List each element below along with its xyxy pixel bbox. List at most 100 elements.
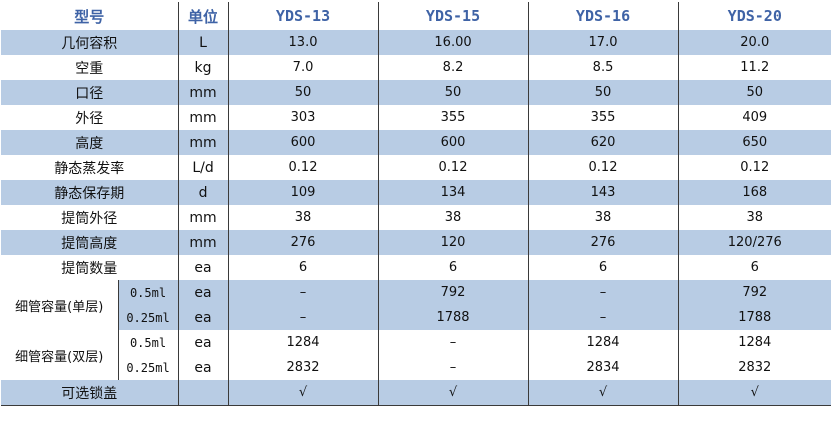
cell-value: – [228,305,379,330]
row-unit: mm [178,230,229,255]
cell-value: 355 [528,105,679,130]
row-label: 静态蒸发率 [1,155,179,180]
model-yds-16: YDS-16 [528,2,679,30]
row-unit: kg [178,55,229,80]
cell-value: 168 [678,180,832,205]
cell-value: 276 [528,230,679,255]
cell-value: 38 [528,205,679,230]
cell-value: 792 [678,280,832,305]
cell-value: 120 [378,230,529,255]
cell-value: 13.0 [228,30,379,55]
straw-size: 0.5ml [118,330,179,355]
cell-value: 50 [228,80,379,105]
cell-value: 143 [528,180,679,205]
model-yds-20: YDS-20 [678,2,832,30]
table-row: 细管容量(双层) 0.5ml ea 1284 – 1284 1284 [1,330,832,380]
cell-value: 6 [378,255,529,280]
single-layer-label: 细管容量(单层) [1,280,119,330]
row-unit: ea [178,280,229,305]
row-label: 高度 [1,130,179,155]
row-unit: d [178,180,229,205]
cell-value: 50 [678,80,832,105]
row-unit: mm [178,205,229,230]
cell-value: 17.0 [528,30,679,55]
table-row: 空重 kg 7.0 8.2 8.5 11.2 [1,55,832,80]
row-unit: L [178,30,229,55]
table-row: 提筒数量 ea 6 6 6 6 [1,255,832,280]
cell-value: 650 [678,130,832,155]
table-row: 外径 mm 303 355 355 409 [1,105,832,130]
cell-value: 38 [228,205,379,230]
table-row: 提筒高度 mm 276 120 276 120/276 [1,230,832,255]
cell-value: 792 [378,280,529,305]
cell-value: 7.0 [228,55,379,80]
cell-value: 8.5 [528,55,679,80]
table-row: 可选锁盖 √ √ √ √ [1,380,832,406]
row-label: 空重 [1,55,179,80]
model-header: 型号 [1,2,179,30]
check-mark: √ [528,380,679,406]
table-row: 口径 mm 50 50 50 50 [1,80,832,105]
table-row: 细管容量(单层) 0.5ml ea – 792 – 792 [1,280,832,330]
cell-value: – [378,330,529,355]
cell-value: 109 [228,180,379,205]
straw-size: 0.25ml [118,305,179,330]
double-layer-label: 细管容量(双层) [1,330,119,380]
table-row: 提筒外径 mm 38 38 38 38 [1,205,832,230]
cell-value: 2832 [228,355,379,380]
cell-value: 409 [678,105,832,130]
cell-value: 0.12 [678,155,832,180]
cell-value: 1788 [678,305,832,330]
row-unit: mm [178,130,229,155]
spec-table: 型号 单位 YDS-13 YDS-15 YDS-16 YDS-20 几何容积 L… [1,2,832,406]
row-unit: ea [178,355,229,380]
cell-value: – [528,280,679,305]
table-row: 几何容积 L 13.0 16.00 17.0 20.0 [1,30,832,55]
row-label: 提筒外径 [1,205,179,230]
row-label: 几何容积 [1,30,179,55]
cell-value: 8.2 [378,55,529,80]
cell-value: – [228,280,379,305]
cell-value: 6 [678,255,832,280]
row-unit: ea [178,305,229,330]
cell-value: 600 [228,130,379,155]
check-mark: √ [378,380,529,406]
cell-value: 6 [228,255,379,280]
cell-value: 0.12 [228,155,379,180]
cell-value: 1284 [228,330,379,355]
cell-value: – [528,305,679,330]
header-row: 型号 单位 YDS-13 YDS-15 YDS-16 YDS-20 [1,2,832,30]
row-label: 外径 [1,105,179,130]
cell-value: 2832 [678,355,832,380]
row-unit: L/d [178,155,229,180]
table-row: 0.25ml ea 2832 – 2834 2832 [1,355,832,380]
row-label: 可选锁盖 [1,380,179,406]
cell-value: 2834 [528,355,679,380]
row-label: 静态保存期 [1,180,179,205]
model-yds-13: YDS-13 [228,2,379,30]
table-row: 高度 mm 600 600 620 650 [1,130,832,155]
row-unit: ea [178,330,229,355]
cell-value: 0.12 [528,155,679,180]
straw-size: 0.25ml [118,355,179,380]
row-unit: mm [178,80,229,105]
row-unit: ea [178,255,229,280]
cell-value: 50 [378,80,529,105]
row-label: 提筒高度 [1,230,179,255]
cell-value: 0.12 [378,155,529,180]
cell-value: 1284 [528,330,679,355]
check-mark: √ [228,380,379,406]
cell-value: 6 [528,255,679,280]
row-label: 提筒数量 [1,255,179,280]
cell-value: 16.00 [378,30,529,55]
cell-value: 355 [378,105,529,130]
table-row: 0.25ml ea – 1788 – 1788 [1,305,832,330]
cell-value: 1788 [378,305,529,330]
cell-value: 11.2 [678,55,832,80]
cell-value: 50 [528,80,679,105]
cell-value: 276 [228,230,379,255]
cell-value: 38 [678,205,832,230]
check-mark: √ [678,380,832,406]
row-unit: mm [178,105,229,130]
straw-size: 0.5ml [118,280,179,305]
